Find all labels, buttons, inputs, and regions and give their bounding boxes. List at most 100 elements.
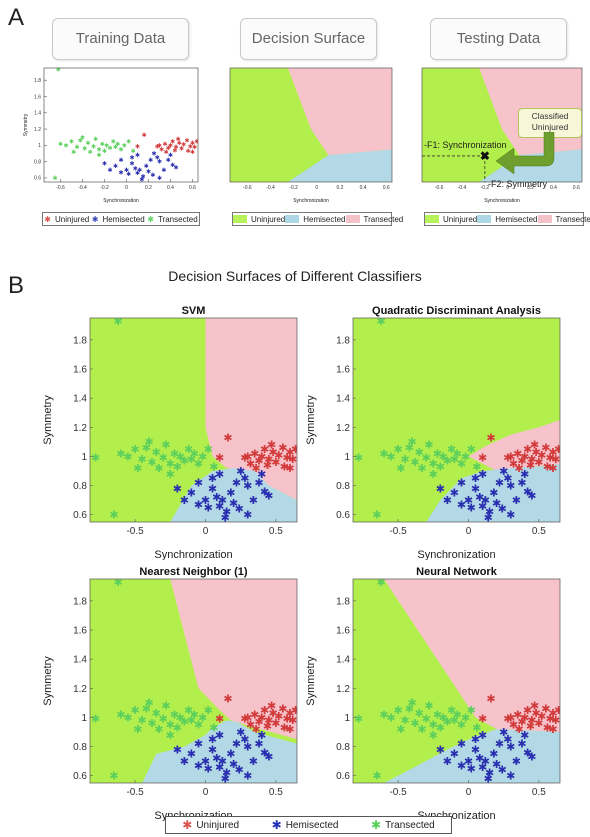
x-tick-label: -0.2 [481, 185, 490, 191]
y-tick-label: 0.6 [34, 176, 41, 182]
data-point-transected: ✱ [180, 717, 189, 729]
data-point-transected: ✱ [176, 712, 185, 724]
x-tick-label: -0.5 [389, 526, 407, 537]
data-point-hemisected: ✱ [235, 765, 244, 777]
data-point-uninjured: ✱ [194, 138, 199, 145]
y-tick-label: 1.6 [336, 626, 350, 637]
y-tick-label: 1.6 [73, 365, 87, 376]
data-point-uninjured: ✱ [260, 705, 269, 717]
data-point-hemisected: ✱ [133, 165, 138, 172]
y-tick-label: 1.4 [336, 655, 350, 666]
data-point-hemisected: ✱ [157, 175, 162, 182]
data-point-transected: ✱ [122, 142, 127, 149]
data-point-transected: ✱ [198, 712, 207, 724]
data-point-transected: ✱ [152, 447, 161, 459]
region-hemisected [287, 149, 392, 182]
data-point-uninjured: ✱ [173, 144, 178, 151]
data-point-transected: ✱ [400, 715, 409, 727]
data-point-uninjured: ✱ [263, 721, 272, 733]
data-point-uninjured: ✱ [159, 147, 164, 154]
y-tick-label: 1.6 [73, 626, 87, 637]
x-tick-label: 0 [203, 526, 209, 537]
qda-chart: ✱✱✱✱✱✱✱✱✱✱✱✱✱✱✱✱✱✱✱ ✱ ✱✱✱✱ ✱✱✱✱✱✱✱✱✱✱✱✱✱✱✱✱… [305, 305, 561, 560]
y-axis-label: Symmetry [305, 656, 317, 706]
data-point-transected: ✱ [393, 444, 402, 456]
data-point-hemisected: ✱ [187, 488, 196, 500]
data-point-hemisected: ✱ [471, 483, 480, 495]
data-point-uninjured: ✱ [506, 451, 515, 463]
data-point-hemisected: ✱ [503, 734, 512, 746]
data-point-hemisected: ✱ [226, 749, 235, 761]
panel-b-title: Decision Surfaces of Different Classifie… [168, 268, 422, 284]
data-point-uninjured: ✱ [506, 712, 515, 724]
data-point-hemisected: ✱ [478, 469, 487, 481]
data-point-uninjured: ✱ [155, 143, 160, 150]
data-point-uninjured: ✱ [526, 460, 535, 472]
data-point-hemisected: ✱ [492, 498, 501, 510]
data-point-hemisected: ✱ [215, 469, 224, 481]
data-point-uninjured: ✱ [548, 708, 557, 720]
region-hemisected [142, 720, 297, 783]
data-point-transected: ✱ [429, 730, 438, 742]
y-tick-label: 0.8 [73, 742, 87, 753]
decision-surface-chart: Synchronization -0.6 -0.4 -0.2 0 0.2 0.4 0.6 [229, 67, 393, 204]
data-point-hemisected: ✱ [264, 752, 273, 764]
data-point-transected: ✱ [457, 720, 466, 732]
data-point-transected: ✱ [443, 456, 452, 468]
data-point-uninjured: ✱ [537, 711, 546, 723]
data-point-transected: ✱ [93, 136, 98, 143]
data-point-hemisected: ✱ [443, 495, 452, 507]
data-point-uninjured: ✱ [509, 459, 518, 471]
y-tick-label: 0.6 [73, 510, 87, 521]
data-point-hemisected: ✱ [208, 483, 217, 495]
data-point-hemisected: ✱ [180, 756, 189, 768]
data-point-transected: ✱ [111, 138, 116, 145]
y-tick-label: 0.8 [336, 481, 350, 492]
data-point-uninjured: ✱ [252, 724, 261, 736]
data-point-uninjured: ✱ [531, 708, 540, 720]
data-point-uninjured: ✱ [530, 440, 539, 452]
data-point-uninjured: ✱ [184, 138, 189, 145]
legend-region-hemisected: Hemisected [285, 215, 346, 224]
data-point-hemisected: ✱ [450, 749, 459, 761]
data-point-transected: ✱ [91, 453, 100, 465]
data-point-transected: ✱ [91, 143, 96, 150]
data-point-uninjured: ✱ [192, 144, 197, 151]
data-point-transected: ✱ [209, 722, 218, 734]
x-tick-label: -0.2 [100, 185, 109, 191]
data-point-hemisected: ✱ [126, 171, 131, 178]
data-point-uninjured: ✱ [166, 145, 171, 152]
data-point-hemisected: ✱ [201, 495, 210, 507]
data-point-hemisected: ✱ [124, 167, 129, 174]
data-point-transected: ✱ [424, 701, 433, 713]
data-point-hemisected: ✱ [129, 155, 134, 162]
data-point-uninjured: ✱ [257, 712, 266, 724]
data-point-hemisected: ✱ [475, 492, 484, 504]
data-point-hemisected: ✱ [148, 157, 153, 164]
data-point-hemisected: ✱ [194, 478, 203, 490]
callout-arrow [495, 132, 555, 174]
data-point-hemisected: ✱ [222, 507, 231, 519]
data-point-uninjured: ✱ [243, 712, 252, 724]
data-point-uninjured: ✱ [548, 463, 557, 475]
x-tick-label: -0.5 [126, 526, 144, 537]
data-point-hemisected: ✱ [257, 469, 266, 481]
data-point-transected: ✱ [159, 714, 168, 726]
data-point-transected: ✱ [453, 709, 462, 721]
data-point-uninjured: ✱ [523, 444, 532, 456]
data-point-transected: ✱ [439, 451, 448, 463]
data-point-uninjured: ✱ [215, 714, 224, 726]
data-point-transected: ✱ [184, 705, 193, 717]
x-tick-label: 0.2 [527, 185, 534, 191]
data-point-transected: ✱ [372, 771, 381, 783]
data-point-transected: ✱ [161, 440, 170, 452]
data-point-hemisected: ✱ [512, 495, 521, 507]
data-point-transected: ✱ [405, 704, 414, 716]
data-point-hemisected: ✱ [107, 167, 112, 174]
x-axis-label: Synchronization [154, 810, 232, 821]
data-point-transected: ✱ [118, 147, 123, 154]
data-point-uninjured: ✱ [260, 444, 269, 456]
data-point-hemisected: ✱ [475, 753, 484, 765]
data-point-hemisected: ✱ [208, 744, 217, 756]
data-point-uninjured: ✱ [283, 714, 292, 726]
